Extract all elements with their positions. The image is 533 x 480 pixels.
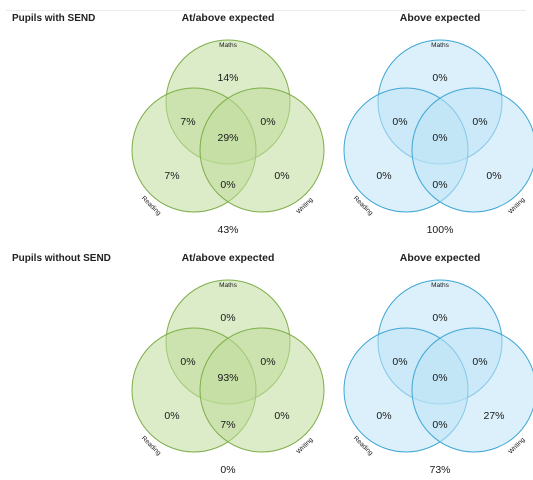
region-value-maths-writing: 0% (472, 356, 487, 368)
set-label-top: Maths (431, 282, 449, 289)
region-value-reading-only: 7% (164, 170, 179, 182)
region-value-maths-reading: 0% (392, 356, 407, 368)
region-value-reading-writing: 7% (220, 419, 235, 431)
region-value-maths-writing: 0% (472, 116, 487, 128)
set-circle-right (411, 87, 533, 213)
panel-title-with-send-at-above: At/above expected (181, 12, 275, 24)
region-value-writing-only: 0% (274, 170, 289, 182)
set-circle-right (411, 327, 533, 453)
region-value-reading-writing: 0% (220, 179, 235, 191)
region-value-none: 43% (217, 224, 238, 236)
region-value-maths-only: 0% (432, 72, 447, 84)
panel-title-without-send-above: Above expected (399, 252, 481, 264)
region-value-maths-only: 0% (220, 312, 235, 324)
set-circle-right (199, 327, 325, 453)
set-circle-right (199, 87, 325, 213)
region-value-maths-reading: 7% (180, 116, 195, 128)
region-value-all-three: 0% (432, 132, 447, 144)
region-value-none: 73% (429, 464, 450, 476)
region-value-writing-only: 0% (274, 410, 289, 422)
region-value-reading-only: 0% (164, 410, 179, 422)
region-value-maths-writing: 0% (260, 116, 275, 128)
set-label-top: Maths (219, 42, 237, 49)
panel-title-without-send-at-above: At/above expected (181, 252, 275, 264)
region-value-all-three: 93% (217, 372, 238, 384)
region-value-none: 100% (427, 224, 454, 236)
region-value-reading-only: 0% (376, 410, 391, 422)
region-value-all-three: 29% (217, 132, 238, 144)
region-value-maths-only: 14% (217, 72, 238, 84)
region-value-reading-writing: 0% (432, 179, 447, 191)
region-value-maths-reading: 0% (180, 356, 195, 368)
region-value-writing-only: 0% (486, 170, 501, 182)
region-value-reading-only: 0% (376, 170, 391, 182)
region-value-maths-writing: 0% (260, 356, 275, 368)
panel-title-with-send-above: Above expected (399, 12, 481, 24)
set-label-top: Maths (431, 42, 449, 49)
region-value-writing-only: 27% (483, 410, 504, 422)
set-label-top: Maths (219, 282, 237, 289)
region-value-none: 0% (220, 464, 235, 476)
section-label-with-send: Pupils with SEND (12, 13, 96, 24)
top-divider (6, 10, 526, 11)
region-value-all-three: 0% (432, 372, 447, 384)
section-label-without-send: Pupils without SEND (12, 253, 111, 264)
region-value-maths-reading: 0% (392, 116, 407, 128)
region-value-reading-writing: 0% (432, 419, 447, 431)
region-value-maths-only: 0% (432, 312, 447, 324)
